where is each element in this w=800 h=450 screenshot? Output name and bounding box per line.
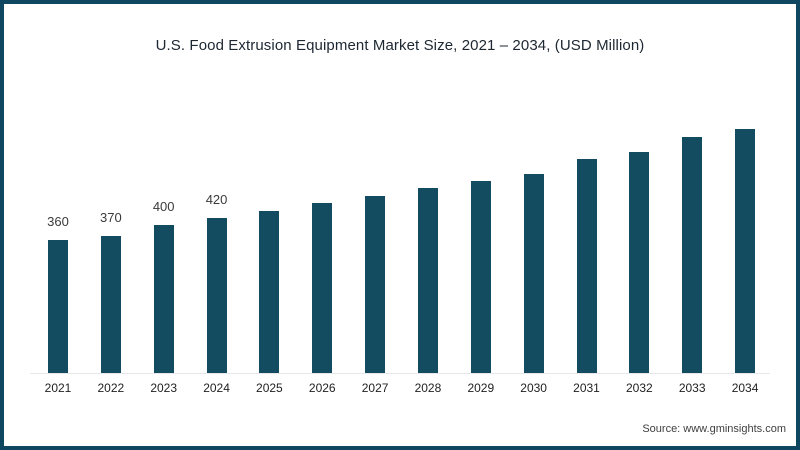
bar-2022	[100, 236, 121, 373]
bar-2027	[365, 196, 386, 373]
x-axis-label-2033: 2033	[678, 381, 706, 395]
bar-2030	[523, 174, 544, 373]
x-axis-label-2034: 2034	[731, 381, 759, 395]
x-axis-label-2025: 2025	[256, 381, 283, 395]
bar-2023	[153, 225, 174, 373]
x-axis-label-2032: 2032	[625, 381, 653, 395]
bar-value-label-2022: 370	[99, 210, 122, 225]
bar-value-label-2024: 420	[205, 192, 228, 207]
x-axis-label-2027: 2027	[361, 381, 389, 395]
x-axis-label-2029: 2029	[467, 381, 495, 395]
x-axis-label-2026: 2026	[308, 381, 336, 395]
bar-2034	[735, 129, 756, 373]
bar-2032	[629, 152, 650, 373]
bar-2024	[206, 218, 227, 373]
source-text: Source: www.gminsights.com	[642, 423, 786, 435]
x-axis-label-2028: 2028	[414, 381, 442, 395]
x-axis-label-2021: 2021	[44, 381, 72, 395]
bar-2031	[576, 159, 597, 373]
x-axis-label-2030: 2030	[520, 381, 547, 395]
chart-title: U.S. Food Extrusion Equipment Market Siz…	[155, 37, 645, 54]
bar-2025	[259, 211, 280, 373]
bar-2028	[417, 188, 438, 373]
x-axis-line	[30, 373, 770, 374]
plot-area: 360 2021 370 2022 400 2023 420 2024 2025 2026 2027…	[4, 4, 796, 446]
bar-2021	[48, 240, 68, 373]
bar-2026	[312, 203, 333, 373]
bar-2029	[470, 181, 491, 373]
x-axis-label-2023: 2023	[150, 381, 178, 395]
bar-value-label-2021: 360	[47, 214, 69, 229]
x-axis-label-2022: 2022	[97, 381, 125, 395]
bar-value-label-2023: 400	[152, 199, 175, 214]
x-axis-label-2024: 2024	[203, 381, 230, 395]
x-axis-label-2031: 2031	[573, 381, 600, 395]
bar-2033	[682, 137, 703, 373]
